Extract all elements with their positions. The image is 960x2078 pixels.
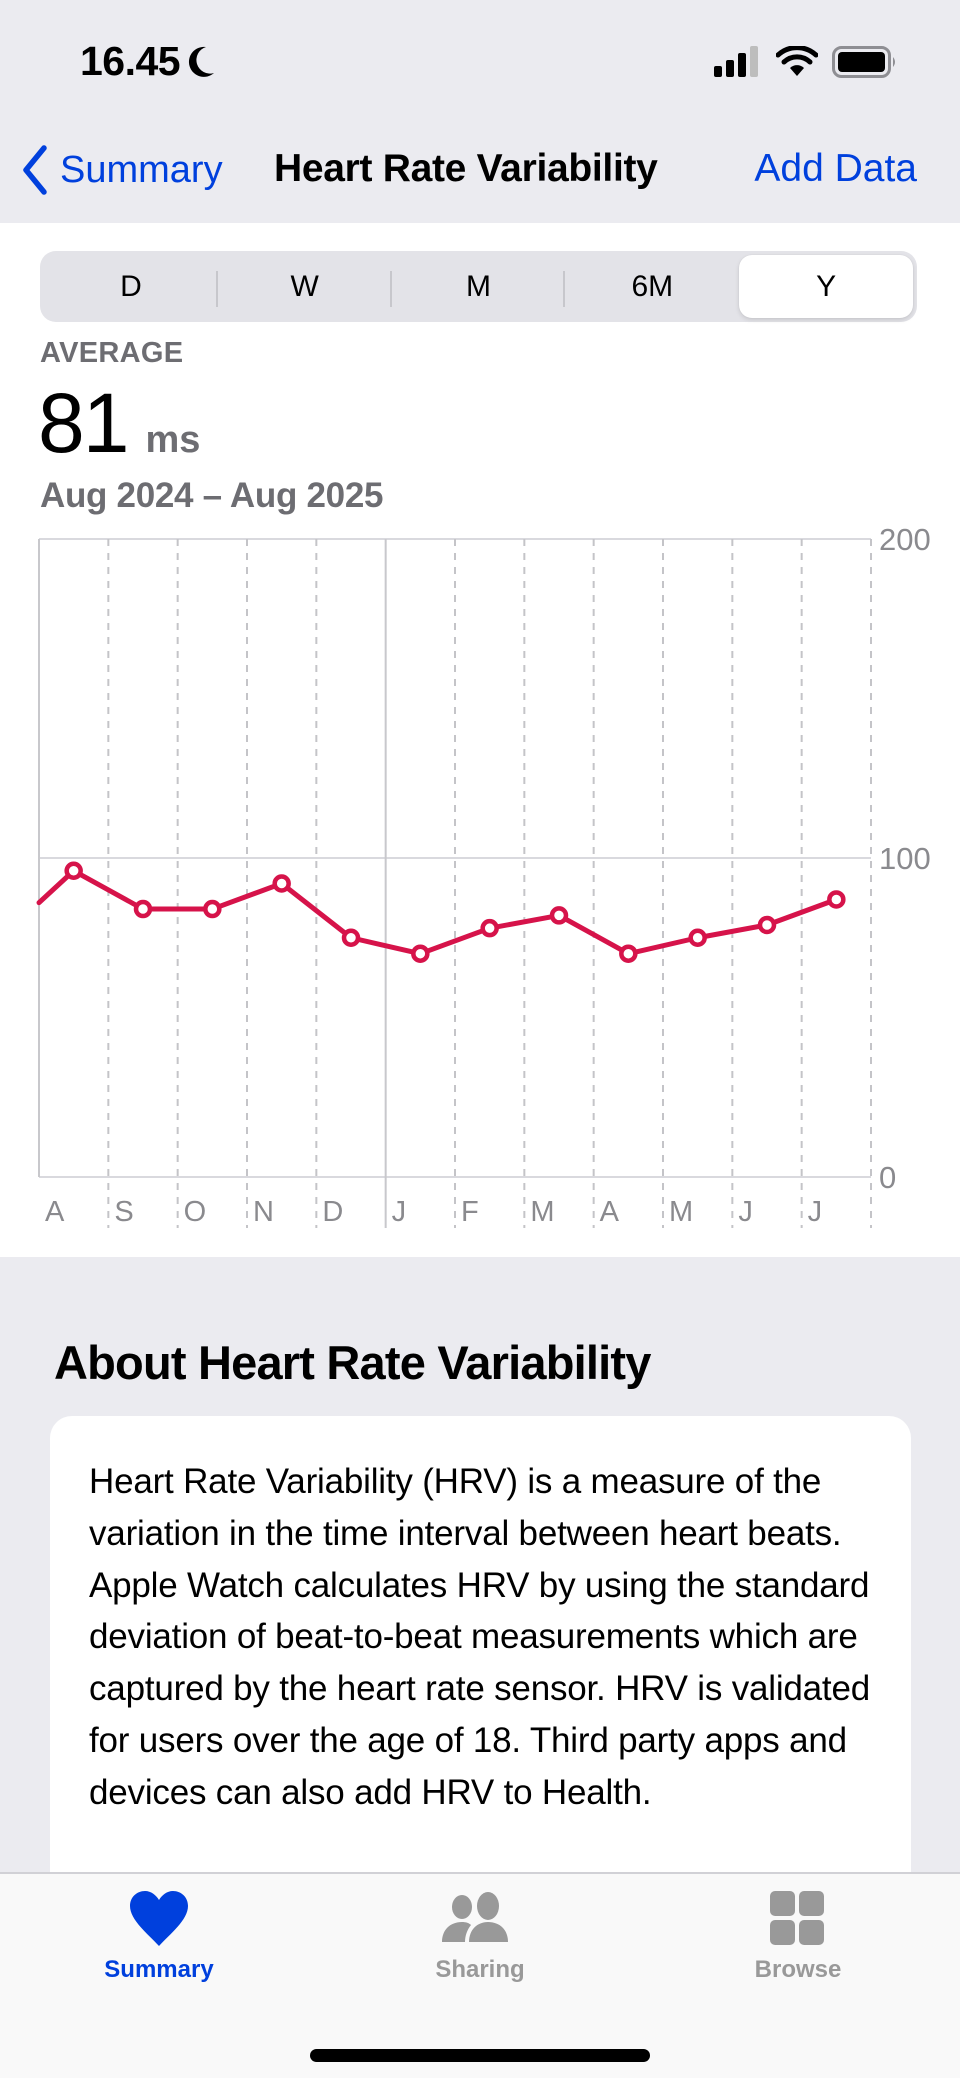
x-axis-label: M	[669, 1196, 693, 1228]
x-axis-label: J	[392, 1196, 407, 1228]
average-unit: ms	[145, 419, 201, 461]
tab-bar: Summary Sharing Browse	[0, 1872, 960, 2078]
status-bar-time: 16.45	[80, 38, 216, 85]
about-heading: About Heart Rate Variability	[54, 1336, 651, 1389]
date-range: Aug 2024 – Aug 2025	[40, 476, 384, 515]
chevron-left-icon	[23, 145, 47, 195]
back-label: Summary	[60, 148, 223, 191]
data-point[interactable]	[480, 918, 499, 938]
tab-sharing[interactable]: Sharing	[380, 1890, 580, 1984]
home-indicator[interactable]	[310, 2049, 650, 2062]
x-axis-label: O	[184, 1196, 207, 1228]
y-axis-label: 200	[879, 522, 931, 557]
battery-icon	[832, 46, 895, 78]
clock: 16.45	[80, 38, 181, 84]
wifi-icon	[776, 46, 818, 76]
page-title: Heart Rate Variability	[274, 147, 658, 190]
people-icon	[442, 1892, 508, 1942]
data-point[interactable]	[827, 890, 846, 909]
x-axis-label: M	[530, 1196, 554, 1228]
tab-browse-label: Browse	[754, 1956, 842, 1983]
data-point[interactable]	[203, 899, 222, 919]
data-point[interactable]	[619, 944, 638, 963]
x-axis-label: J	[738, 1196, 753, 1228]
x-axis-label: D	[322, 1196, 343, 1228]
heart-icon	[130, 1891, 188, 1946]
segment-6-months[interactable]: 6M	[631, 269, 674, 303]
hrv-line-chart[interactable]: 0 100 200 A S O N D J F M A M J J	[0, 223, 960, 1257]
add-data-button[interactable]: Add Data	[754, 147, 917, 190]
moon-icon	[189, 46, 215, 77]
y-axis-label: 0	[879, 1160, 896, 1195]
navigation-bar: Summary Heart Rate Variability Add Data	[0, 120, 960, 223]
tab-sharing-label: Sharing	[435, 1956, 525, 1983]
tab-summary[interactable]: Summary	[59, 1890, 259, 1984]
data-point[interactable]	[272, 874, 291, 893]
x-axis-label: S	[114, 1196, 133, 1228]
tab-browse[interactable]: Browse	[698, 1890, 898, 1984]
x-axis-label: F	[461, 1196, 479, 1228]
x-axis-label: N	[253, 1196, 274, 1228]
segment-week[interactable]: W	[218, 255, 392, 318]
segment-day[interactable]: D	[44, 255, 218, 318]
status-icons	[714, 46, 898, 78]
x-axis-label: A	[600, 1196, 620, 1228]
x-axis-label: A	[45, 1196, 65, 1228]
average-label: AVERAGE	[40, 337, 184, 369]
average-value-row: 81 ms	[38, 381, 200, 465]
segment-year[interactable]: Y	[739, 255, 913, 318]
grid-icon	[770, 1891, 824, 1945]
average-value: 81	[38, 376, 129, 470]
data-point[interactable]	[757, 915, 777, 935]
hrv-line	[36, 868, 839, 957]
y-axis-label: 100	[879, 841, 931, 876]
chart-section: D W M 6M Y AVERAGE 81 ms Aug 2024 – Aug …	[0, 223, 960, 1257]
about-body: Heart Rate Variability (HRV) is a measur…	[89, 1462, 870, 1812]
about-card: Heart Rate Variability (HRV) is a measur…	[50, 1416, 911, 1936]
data-point[interactable]	[549, 906, 569, 925]
back-button[interactable]: Summary	[18, 144, 223, 196]
time-range-segmented-control[interactable]: D W M 6M Y	[40, 251, 917, 322]
segment-month[interactable]: M	[392, 255, 566, 318]
data-point[interactable]	[133, 899, 153, 919]
cellular-signal-icon	[714, 46, 758, 77]
data-point[interactable]	[341, 928, 361, 947]
data-point[interactable]	[688, 928, 707, 947]
data-point[interactable]	[411, 944, 430, 963]
tab-summary-label: Summary	[104, 1956, 214, 1983]
x-axis-label: J	[808, 1196, 823, 1228]
data-point[interactable]	[64, 861, 83, 881]
